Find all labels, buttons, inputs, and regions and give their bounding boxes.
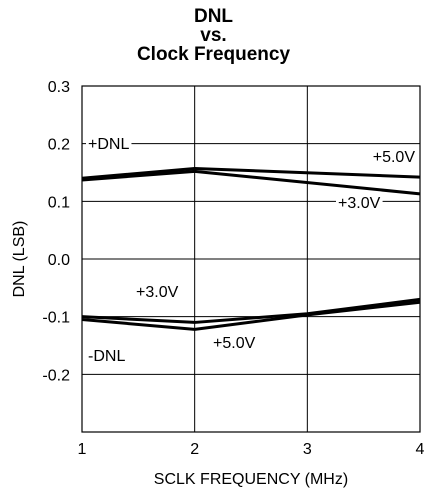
label-background <box>336 194 383 213</box>
y-tick-label: -0.2 <box>42 367 70 384</box>
y-tick-label: 0.1 <box>48 194 70 211</box>
annotation-neg-5v: +5.0V <box>213 335 256 352</box>
series-line-0 <box>81 166 421 180</box>
chart-title-line-1: DNL <box>193 6 234 27</box>
x-axis-label: SCLK FREQUENCY (MHz) <box>154 471 348 488</box>
annotation-neg-dnl: -DNL <box>88 348 125 365</box>
series-line-3 <box>81 300 421 331</box>
tick-labels: 0.3 0.2 0.1 0.0 -0.1 -0.2 1 2 3 4 <box>42 79 424 458</box>
x-tick-label: 1 <box>78 441 87 458</box>
y-axis-label: DNL (LSB) <box>11 221 28 298</box>
x-tick-label: 2 <box>190 441 199 458</box>
y-tick-label: 0.0 <box>48 252 70 269</box>
series-line-1 <box>81 169 421 196</box>
annotation-neg-3v: +3.0V <box>136 284 179 301</box>
x-tick-label: 3 <box>303 441 312 458</box>
grid-lines <box>81 85 421 432</box>
chart-title-line-3: Clock Frequency <box>136 44 291 65</box>
x-tick-label: 4 <box>416 441 425 458</box>
y-tick-label: 0.3 <box>48 79 70 96</box>
label-background <box>370 148 418 167</box>
plot-frame <box>81 85 421 433</box>
annotation-pos-5v: +5.0V <box>373 149 416 166</box>
label-background <box>86 135 132 154</box>
data-series <box>81 166 421 331</box>
chart-title-line-2: vs. <box>200 25 227 46</box>
y-tick-label: -0.1 <box>42 310 70 327</box>
series-line-2 <box>81 297 421 324</box>
y-tick-label: 0.2 <box>48 137 70 154</box>
annotation-pos-dnl: +DNL <box>88 136 129 153</box>
annotation-pos-3v: +3.0V <box>338 195 381 212</box>
